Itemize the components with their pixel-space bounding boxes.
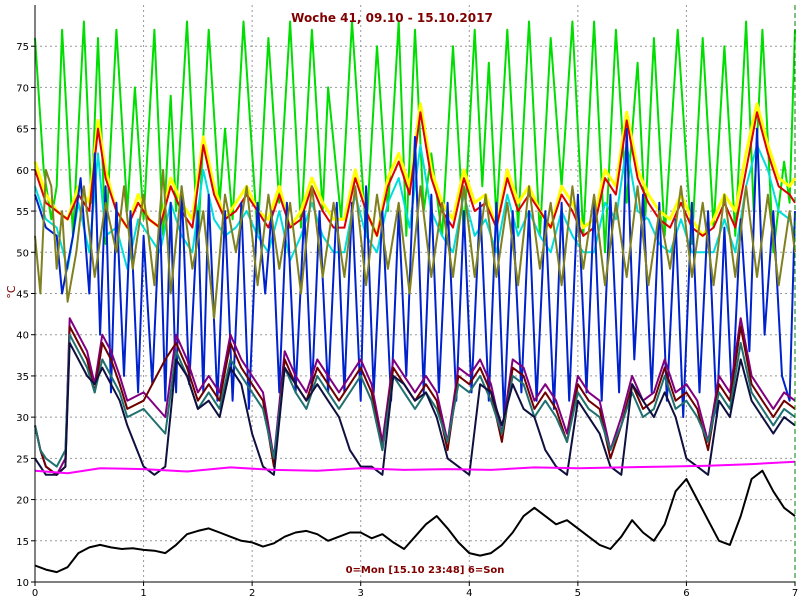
series-line-11	[34, 469, 796, 574]
y-tick-label-13: 75	[16, 42, 29, 53]
y-tick-label-5: 35	[16, 372, 29, 383]
axes	[31, 5, 796, 586]
y-tick-label-4: 30	[16, 413, 29, 424]
x-axis-label: 0=Mon [15.10 23:48] 6=Son	[346, 565, 505, 576]
x-tick-label-7: 7	[792, 588, 798, 599]
y-tick-label-8: 50	[16, 248, 29, 259]
series-line-6	[34, 317, 796, 476]
chart-title: Woche 41, 09.10 - 15.10.2017	[291, 11, 493, 25]
y-tick-label-0: 10	[16, 578, 29, 589]
y-tick-label-12: 70	[16, 83, 29, 94]
y-axis-label: °C	[5, 285, 18, 299]
x-tick-label-5: 5	[575, 588, 581, 599]
series-line-5	[34, 168, 796, 320]
y-tick-label-11: 65	[16, 125, 29, 136]
y-tick-label-2: 20	[16, 496, 29, 507]
series-line-10	[34, 460, 796, 475]
y-tick-label-10: 60	[16, 166, 29, 177]
y-tick-label-1: 15	[16, 537, 29, 548]
y-tick-label-9: 55	[16, 207, 29, 218]
series-line-9	[34, 342, 796, 476]
series-group	[33, 20, 797, 574]
x-tick-label-4: 4	[466, 588, 472, 599]
x-tick-label-0: 0	[32, 588, 38, 599]
x-tick-label-2: 2	[249, 588, 255, 599]
series-line-8	[34, 333, 796, 468]
x-tick-label-3: 3	[358, 588, 364, 599]
y-tick-label-6: 40	[16, 331, 29, 342]
y-tick-label-3: 25	[16, 454, 29, 465]
series-line-4	[34, 127, 796, 419]
x-tick-label-6: 6	[683, 588, 689, 599]
y-tick-label-7: 45	[16, 290, 29, 301]
x-tick-label-1: 1	[140, 588, 146, 599]
